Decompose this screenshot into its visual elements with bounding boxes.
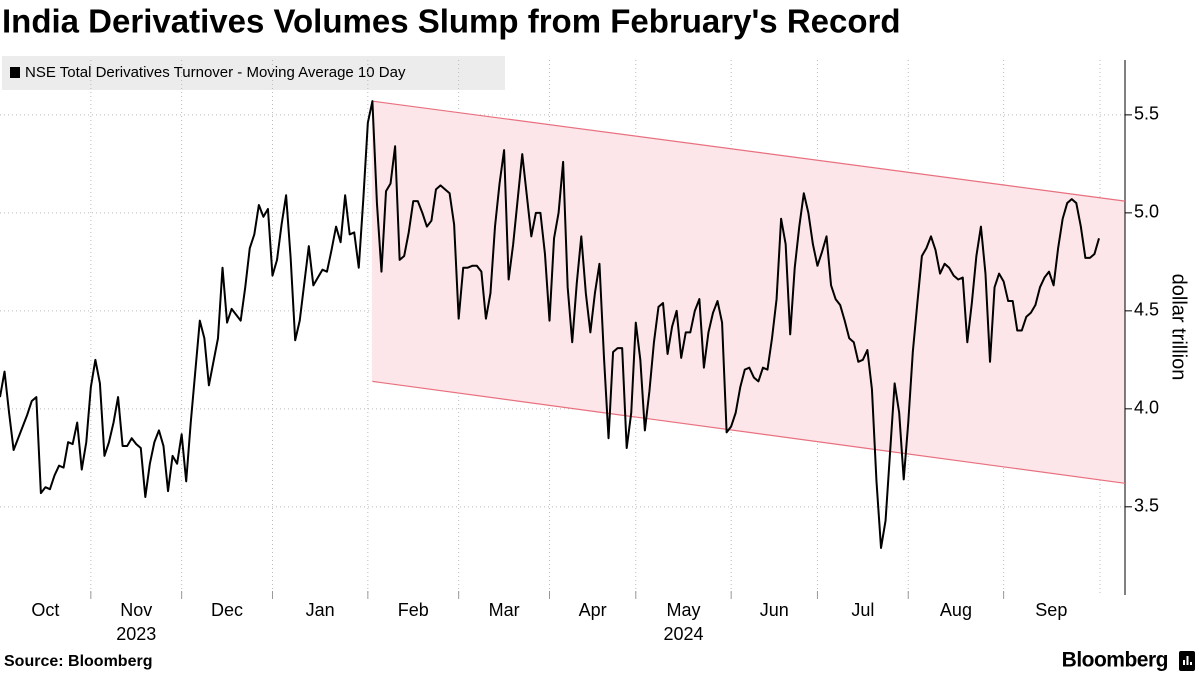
y-tick-label: 5.0 <box>1134 202 1159 222</box>
legend-swatch <box>10 67 20 78</box>
x-tick-label: Mar <box>489 600 520 620</box>
y-tick-label: 4.5 <box>1134 300 1159 320</box>
year-label: 2024 <box>663 624 703 644</box>
y-tick-label: 4.0 <box>1134 398 1159 418</box>
legend-box <box>2 56 505 90</box>
channel-band <box>372 101 1125 484</box>
x-tick-label: Oct <box>31 600 59 620</box>
channel-lower <box>372 380 1126 484</box>
legend-label: NSE Total Derivatives Turnover - Moving … <box>25 64 406 81</box>
x-tick-label: Apr <box>579 600 607 620</box>
x-tick-label: Jan <box>306 600 335 620</box>
y-tick-label: 3.5 <box>1134 496 1159 516</box>
x-tick-label: Dec <box>211 600 243 620</box>
x-tick-label: Sep <box>1035 600 1067 620</box>
year-label: 2023 <box>116 624 156 644</box>
chart-title: India Derivatives Volumes Slump from Feb… <box>2 3 901 40</box>
background-layer <box>0 60 1125 595</box>
y-tick-label: 5.5 <box>1134 104 1159 124</box>
x-tick-label: Jul <box>851 600 874 620</box>
x-tick-label: Feb <box>398 600 429 620</box>
x-tick-label: May <box>666 600 700 620</box>
x-tick-label: Aug <box>940 600 972 620</box>
x-tick-label: Jun <box>760 600 789 620</box>
y-axis-title: dollar trillion <box>1168 274 1190 381</box>
x-tick-label: Nov <box>120 600 152 620</box>
source: Source: Bloomberg <box>4 653 152 670</box>
channel-upper <box>372 100 1126 202</box>
brand: Bloomberg <box>1062 649 1168 672</box>
series-line <box>0 100 1100 549</box>
